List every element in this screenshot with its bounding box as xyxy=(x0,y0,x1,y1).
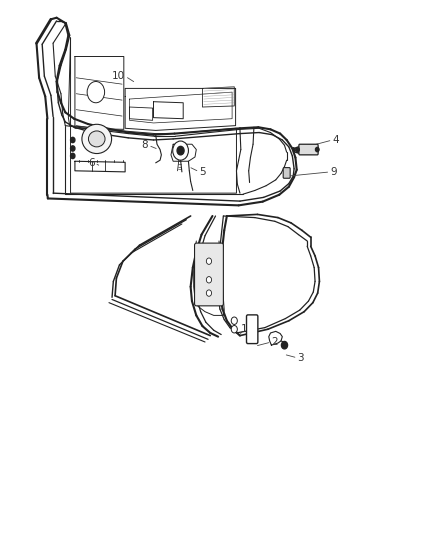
Circle shape xyxy=(71,146,75,151)
Text: 7: 7 xyxy=(179,143,185,154)
Text: 6: 6 xyxy=(88,158,95,168)
Ellipse shape xyxy=(87,82,105,103)
Circle shape xyxy=(206,277,212,283)
Circle shape xyxy=(173,141,188,160)
Circle shape xyxy=(71,154,75,159)
Circle shape xyxy=(206,258,212,264)
Ellipse shape xyxy=(88,131,105,147)
Text: 3: 3 xyxy=(297,353,304,363)
Circle shape xyxy=(231,317,237,325)
Text: 1: 1 xyxy=(241,324,247,334)
Text: 9: 9 xyxy=(330,167,337,177)
Circle shape xyxy=(296,148,299,152)
FancyBboxPatch shape xyxy=(299,144,318,155)
Circle shape xyxy=(282,342,288,349)
Text: 8: 8 xyxy=(141,140,148,150)
Circle shape xyxy=(231,326,237,333)
Ellipse shape xyxy=(82,124,112,154)
Text: 5: 5 xyxy=(199,167,206,177)
Circle shape xyxy=(71,138,75,143)
Circle shape xyxy=(177,147,184,155)
Text: 10: 10 xyxy=(112,71,125,81)
FancyBboxPatch shape xyxy=(194,243,223,306)
Text: 4: 4 xyxy=(332,135,339,145)
Circle shape xyxy=(315,148,319,152)
Text: 2: 2 xyxy=(272,337,278,347)
Circle shape xyxy=(206,290,212,296)
FancyBboxPatch shape xyxy=(247,315,258,344)
FancyBboxPatch shape xyxy=(283,167,290,178)
